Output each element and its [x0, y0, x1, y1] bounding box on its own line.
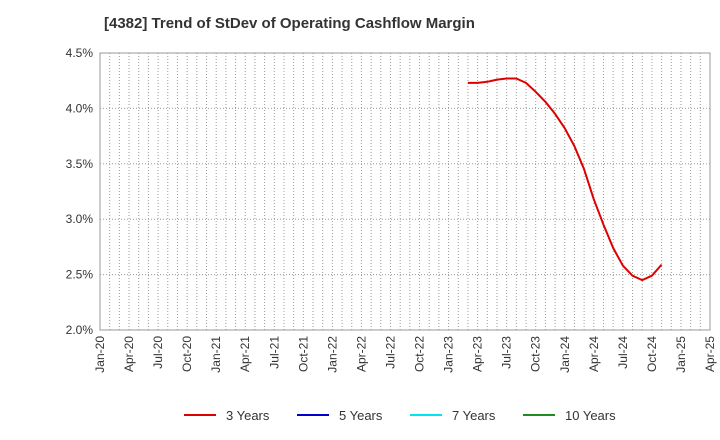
- chart-title: [4382] Trend of StDev of Operating Cashf…: [104, 15, 475, 32]
- legend-item: 10 Years: [523, 405, 616, 425]
- y-tick-label: 3.0%: [66, 212, 94, 226]
- x-tick-label: Jul-22: [383, 336, 397, 369]
- x-tick-label: Jul-20: [151, 336, 165, 369]
- x-tick-label: Apr-21: [238, 336, 252, 372]
- legend-item: 5 Years: [297, 405, 382, 425]
- y-tick-label: 4.0%: [66, 101, 94, 115]
- legend-item: 7 Years: [410, 405, 495, 425]
- legend-swatch: [297, 414, 329, 416]
- x-tick-label: Jul-23: [500, 336, 514, 369]
- y-tick-label: 4.5%: [66, 46, 94, 60]
- x-tick-label: Jan-22: [325, 336, 339, 373]
- x-tick-label: Apr-24: [587, 336, 601, 372]
- x-tick-label: Jan-25: [674, 336, 688, 373]
- plot-frame: [99, 52, 711, 331]
- legend-label: 7 Years: [452, 407, 496, 423]
- legend-swatch: [523, 414, 555, 416]
- legend: 3 Years 5 Years 7 Years 10 Years: [0, 405, 720, 425]
- y-tick-label: 2.0%: [66, 323, 94, 337]
- x-tick-label: Oct-22: [413, 336, 427, 372]
- legend-label: 3 Years: [226, 407, 270, 423]
- legend-swatch: [410, 414, 442, 416]
- legend-swatch: [184, 414, 216, 416]
- x-tick-label: Jul-24: [616, 336, 630, 369]
- legend-item: 3 Years: [184, 405, 269, 425]
- x-tick-label: Oct-21: [296, 336, 310, 372]
- series-line-3-years: [467, 77, 663, 282]
- x-tick-label: Apr-20: [122, 336, 136, 372]
- x-tick-label: Oct-23: [529, 336, 543, 372]
- x-tick-label: Jan-20: [93, 336, 107, 373]
- x-tick-label: Apr-22: [354, 336, 368, 372]
- legend-label: 10 Years: [565, 407, 616, 423]
- x-tick-label: Apr-25: [703, 336, 717, 372]
- x-tick-label: Jan-21: [209, 336, 223, 373]
- x-tick-label: Jul-21: [267, 336, 281, 369]
- x-tick-label: Jan-24: [558, 336, 572, 373]
- x-tick-label: Oct-20: [180, 336, 194, 372]
- y-tick-label: 2.5%: [66, 268, 94, 282]
- x-tick-label: Oct-24: [645, 336, 659, 372]
- x-tick-label: Apr-23: [471, 336, 485, 372]
- legend-label: 5 Years: [339, 407, 383, 423]
- y-tick-label: 3.5%: [66, 157, 94, 171]
- x-tick-label: Jan-23: [442, 336, 456, 373]
